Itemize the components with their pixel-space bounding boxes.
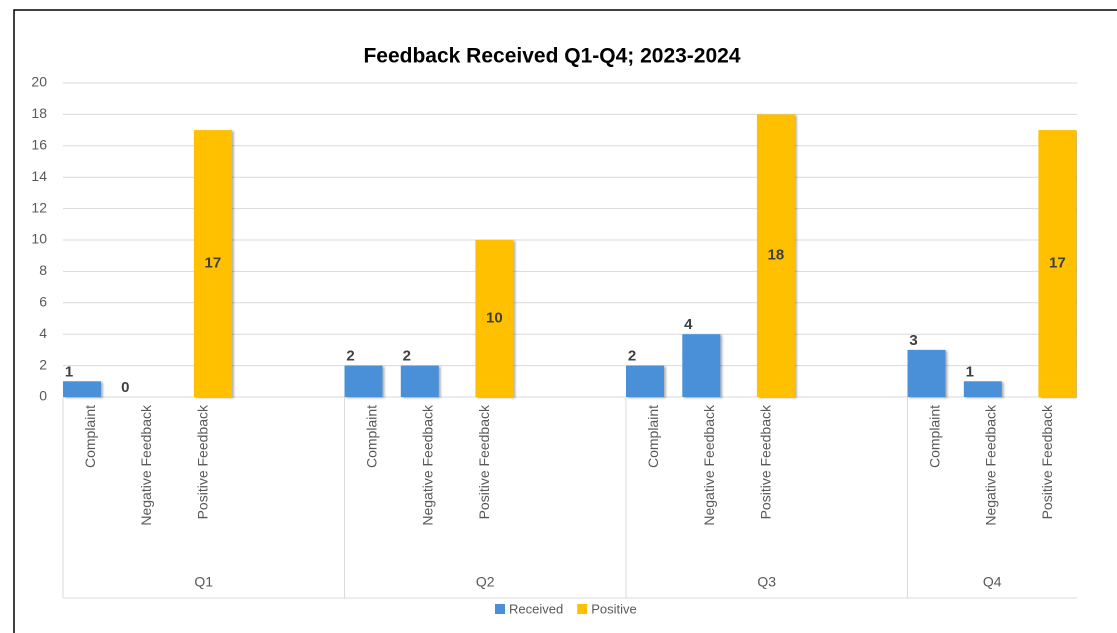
bar: [907, 349, 946, 397]
data-label: 1: [65, 363, 73, 380]
data-label: 2: [346, 348, 354, 365]
x-tick-label: Positive Feedback: [757, 404, 773, 519]
bar: [63, 381, 101, 397]
y-tick-label: 16: [31, 137, 47, 153]
data-label: 2: [403, 348, 411, 365]
data-label: 17: [205, 255, 222, 272]
group-label: Q2: [476, 574, 495, 590]
bar: [626, 365, 664, 397]
legend-label: Received: [509, 601, 563, 616]
group-label: Q4: [983, 574, 1002, 590]
legend-swatch: [495, 604, 505, 614]
data-label: 4: [684, 316, 693, 333]
data-label: 10: [486, 309, 503, 326]
y-tick-label: 10: [31, 231, 47, 247]
frame: [13, 9, 1117, 633]
group-label: Q1: [194, 574, 213, 590]
y-tick-label: 18: [31, 105, 47, 121]
x-tick-label: Complaint: [926, 405, 942, 468]
x-tick-label: Complaint: [645, 405, 661, 468]
x-tick-label: Positive Feedback: [194, 404, 210, 519]
x-tick-label: Negative Feedback: [983, 404, 999, 526]
y-tick-label: 12: [31, 199, 47, 215]
y-tick-label: 2: [39, 356, 47, 372]
y-tick-label: 4: [39, 325, 47, 341]
group-label: Q3: [757, 574, 776, 590]
x-tick-label: Negative Feedback: [420, 404, 436, 526]
data-label: 18: [768, 247, 785, 264]
data-label: 3: [909, 332, 917, 349]
data-label: 17: [1049, 255, 1066, 272]
x-tick-label: Positive Feedback: [476, 404, 492, 519]
y-tick-label: 14: [31, 168, 47, 184]
x-tick-label: Complaint: [363, 405, 379, 468]
bar: [475, 240, 514, 397]
data-label: 2: [628, 348, 636, 365]
bar: [344, 365, 383, 397]
y-tick-label: 6: [39, 294, 47, 310]
bar: [963, 381, 1002, 397]
y-tick-label: 0: [39, 388, 47, 404]
bar: [682, 334, 721, 397]
bar: [193, 130, 232, 397]
legend-label: Positive: [591, 601, 637, 616]
bar: [400, 365, 439, 397]
x-tick-label: Complaint: [82, 405, 98, 468]
bar: [756, 114, 795, 398]
data-label: 1: [966, 363, 974, 380]
x-tick-label: Positive Feedback: [1039, 404, 1055, 519]
bar: [1038, 130, 1077, 397]
y-tick-label: 8: [39, 262, 47, 278]
data-label: 0: [121, 379, 129, 396]
x-tick-label: Negative Feedback: [138, 404, 154, 526]
x-tick-label: Negative Feedback: [701, 404, 717, 526]
y-tick-label: 20: [31, 74, 47, 90]
chart-title: Feedback Received Q1-Q4; 2023-2024: [363, 45, 740, 68]
legend-swatch: [577, 604, 588, 614]
